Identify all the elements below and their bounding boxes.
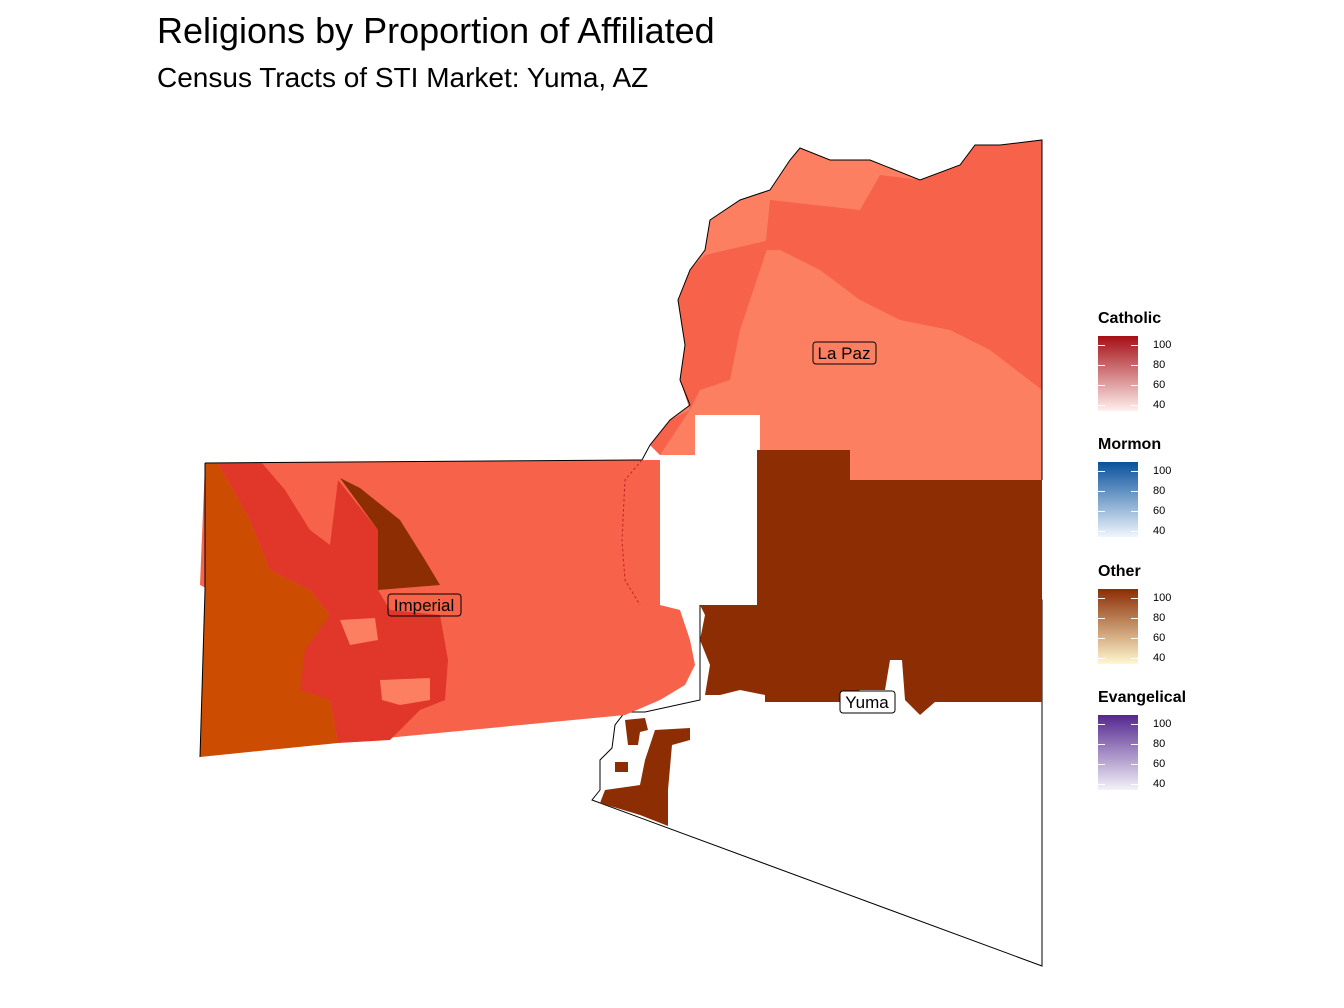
la-paz-outline [641,139,1043,480]
legend-tick-mark [1131,638,1138,639]
legend-tick-mark [1131,784,1138,785]
legend-tick-label: 80 [1153,612,1166,624]
legend-tick-mark [1131,658,1138,659]
legend-tick-mark [1098,365,1105,366]
legend-gradient-bar [1098,336,1138,411]
legend-tick-mark [1131,724,1138,725]
legend-catholic: Catholic 100 80 60 40 [1098,310,1218,411]
legend-tick-label: 100 [1153,339,1172,351]
legend-tick-mark [1098,724,1105,725]
legend-tick-mark [1131,511,1138,512]
legend-gradient-bar [1098,589,1138,664]
yuma-tract-other-dot [615,762,628,772]
imperial-tract-other-north [340,478,440,590]
legend-tick-mark [1098,764,1105,765]
legend-tick-label: 60 [1153,379,1166,391]
imperial-tract-small-1 [380,678,430,705]
map-subtitle: Census Tracts of STI Market: Yuma, AZ [157,62,649,93]
yuma-tract-other-east [700,450,1042,715]
no-data-tract [660,415,760,605]
legend-tick-label: 60 [1153,758,1166,770]
legend-title: Mormon [1098,436,1162,453]
legend-tick-mark [1098,531,1105,532]
legend-tick-label: 40 [1153,652,1166,664]
label-la-paz-text: La Paz [818,344,871,363]
legend-title: Catholic [1098,310,1162,327]
map-title: Religions by Proportion of Affiliated [157,10,715,51]
legend-tick-mark [1131,491,1138,492]
imperial-border [204,459,643,464]
la-paz-tract-inner [650,240,770,455]
imperial-tract-central-dark [218,463,448,743]
county-boundary-dashed [621,459,643,606]
imperial-tract-small-2 [340,618,378,645]
legend-tick-mark [1131,618,1138,619]
legend-tick-mark [1131,365,1138,366]
legend-tick-mark [1131,471,1138,472]
yuma-tract-other-south [600,728,690,826]
legend-tick-mark [1098,345,1105,346]
legend-tick-label: 60 [1153,632,1166,644]
legend-tick-mark [1131,345,1138,346]
la-paz-tract-bottom-left [622,460,660,605]
legend-evangelical: Evangelical 100 80 60 40 [1098,689,1218,790]
legend-gradient-bar [1098,715,1138,790]
legend-tick-label: 40 [1153,525,1166,537]
legend-tick-mark [1098,784,1105,785]
legend-tick-label: 100 [1153,592,1172,604]
legend-tick-mark [1098,658,1105,659]
legend-tick-mark [1098,744,1105,745]
legend-title: Evangelical [1098,689,1187,706]
legend-tick-mark [1098,638,1105,639]
legend-tick-label: 40 [1153,399,1166,411]
legend-tick-mark [1131,385,1138,386]
legend-tick-mark [1098,511,1105,512]
legend-tick-mark [1131,598,1138,599]
legend-tick-label: 80 [1153,359,1166,371]
legend-tick-mark [1098,491,1105,492]
label-yuma: Yuma [839,690,896,714]
legend-mormon: Mormon 100 80 60 40 [1098,436,1218,537]
yuma-tract-other-small [625,718,648,745]
imperial-west-border [199,463,206,758]
label-la-paz: La Paz [812,341,877,365]
legend-tick-mark [1098,618,1105,619]
legend-tick-label: 100 [1153,465,1172,477]
legend-other: Other 100 80 60 40 [1098,563,1218,664]
label-yuma-text: Yuma [845,693,889,712]
legend-tick-label: 40 [1153,778,1166,790]
legend-tick-label: 60 [1153,505,1166,517]
legend-tick-mark [1131,764,1138,765]
label-imperial: Imperial [387,593,462,617]
legend-gradient-bar [1098,462,1138,537]
legend-tick-label: 80 [1153,485,1166,497]
legend-tick-mark [1098,471,1105,472]
legend-title: Other [1098,563,1141,580]
legend-tick-mark [1098,405,1105,406]
legend-tick-mark [1131,405,1138,406]
legend-tick-mark [1098,385,1105,386]
legend-tick-label: 80 [1153,738,1166,750]
legend-tick-mark [1131,531,1138,532]
legend-tick-mark [1098,598,1105,599]
label-imperial-text: Imperial [394,596,454,615]
la-paz-tract-northeast [765,140,1042,390]
legend-tick-label: 100 [1153,718,1172,730]
legend-tick-mark [1131,744,1138,745]
